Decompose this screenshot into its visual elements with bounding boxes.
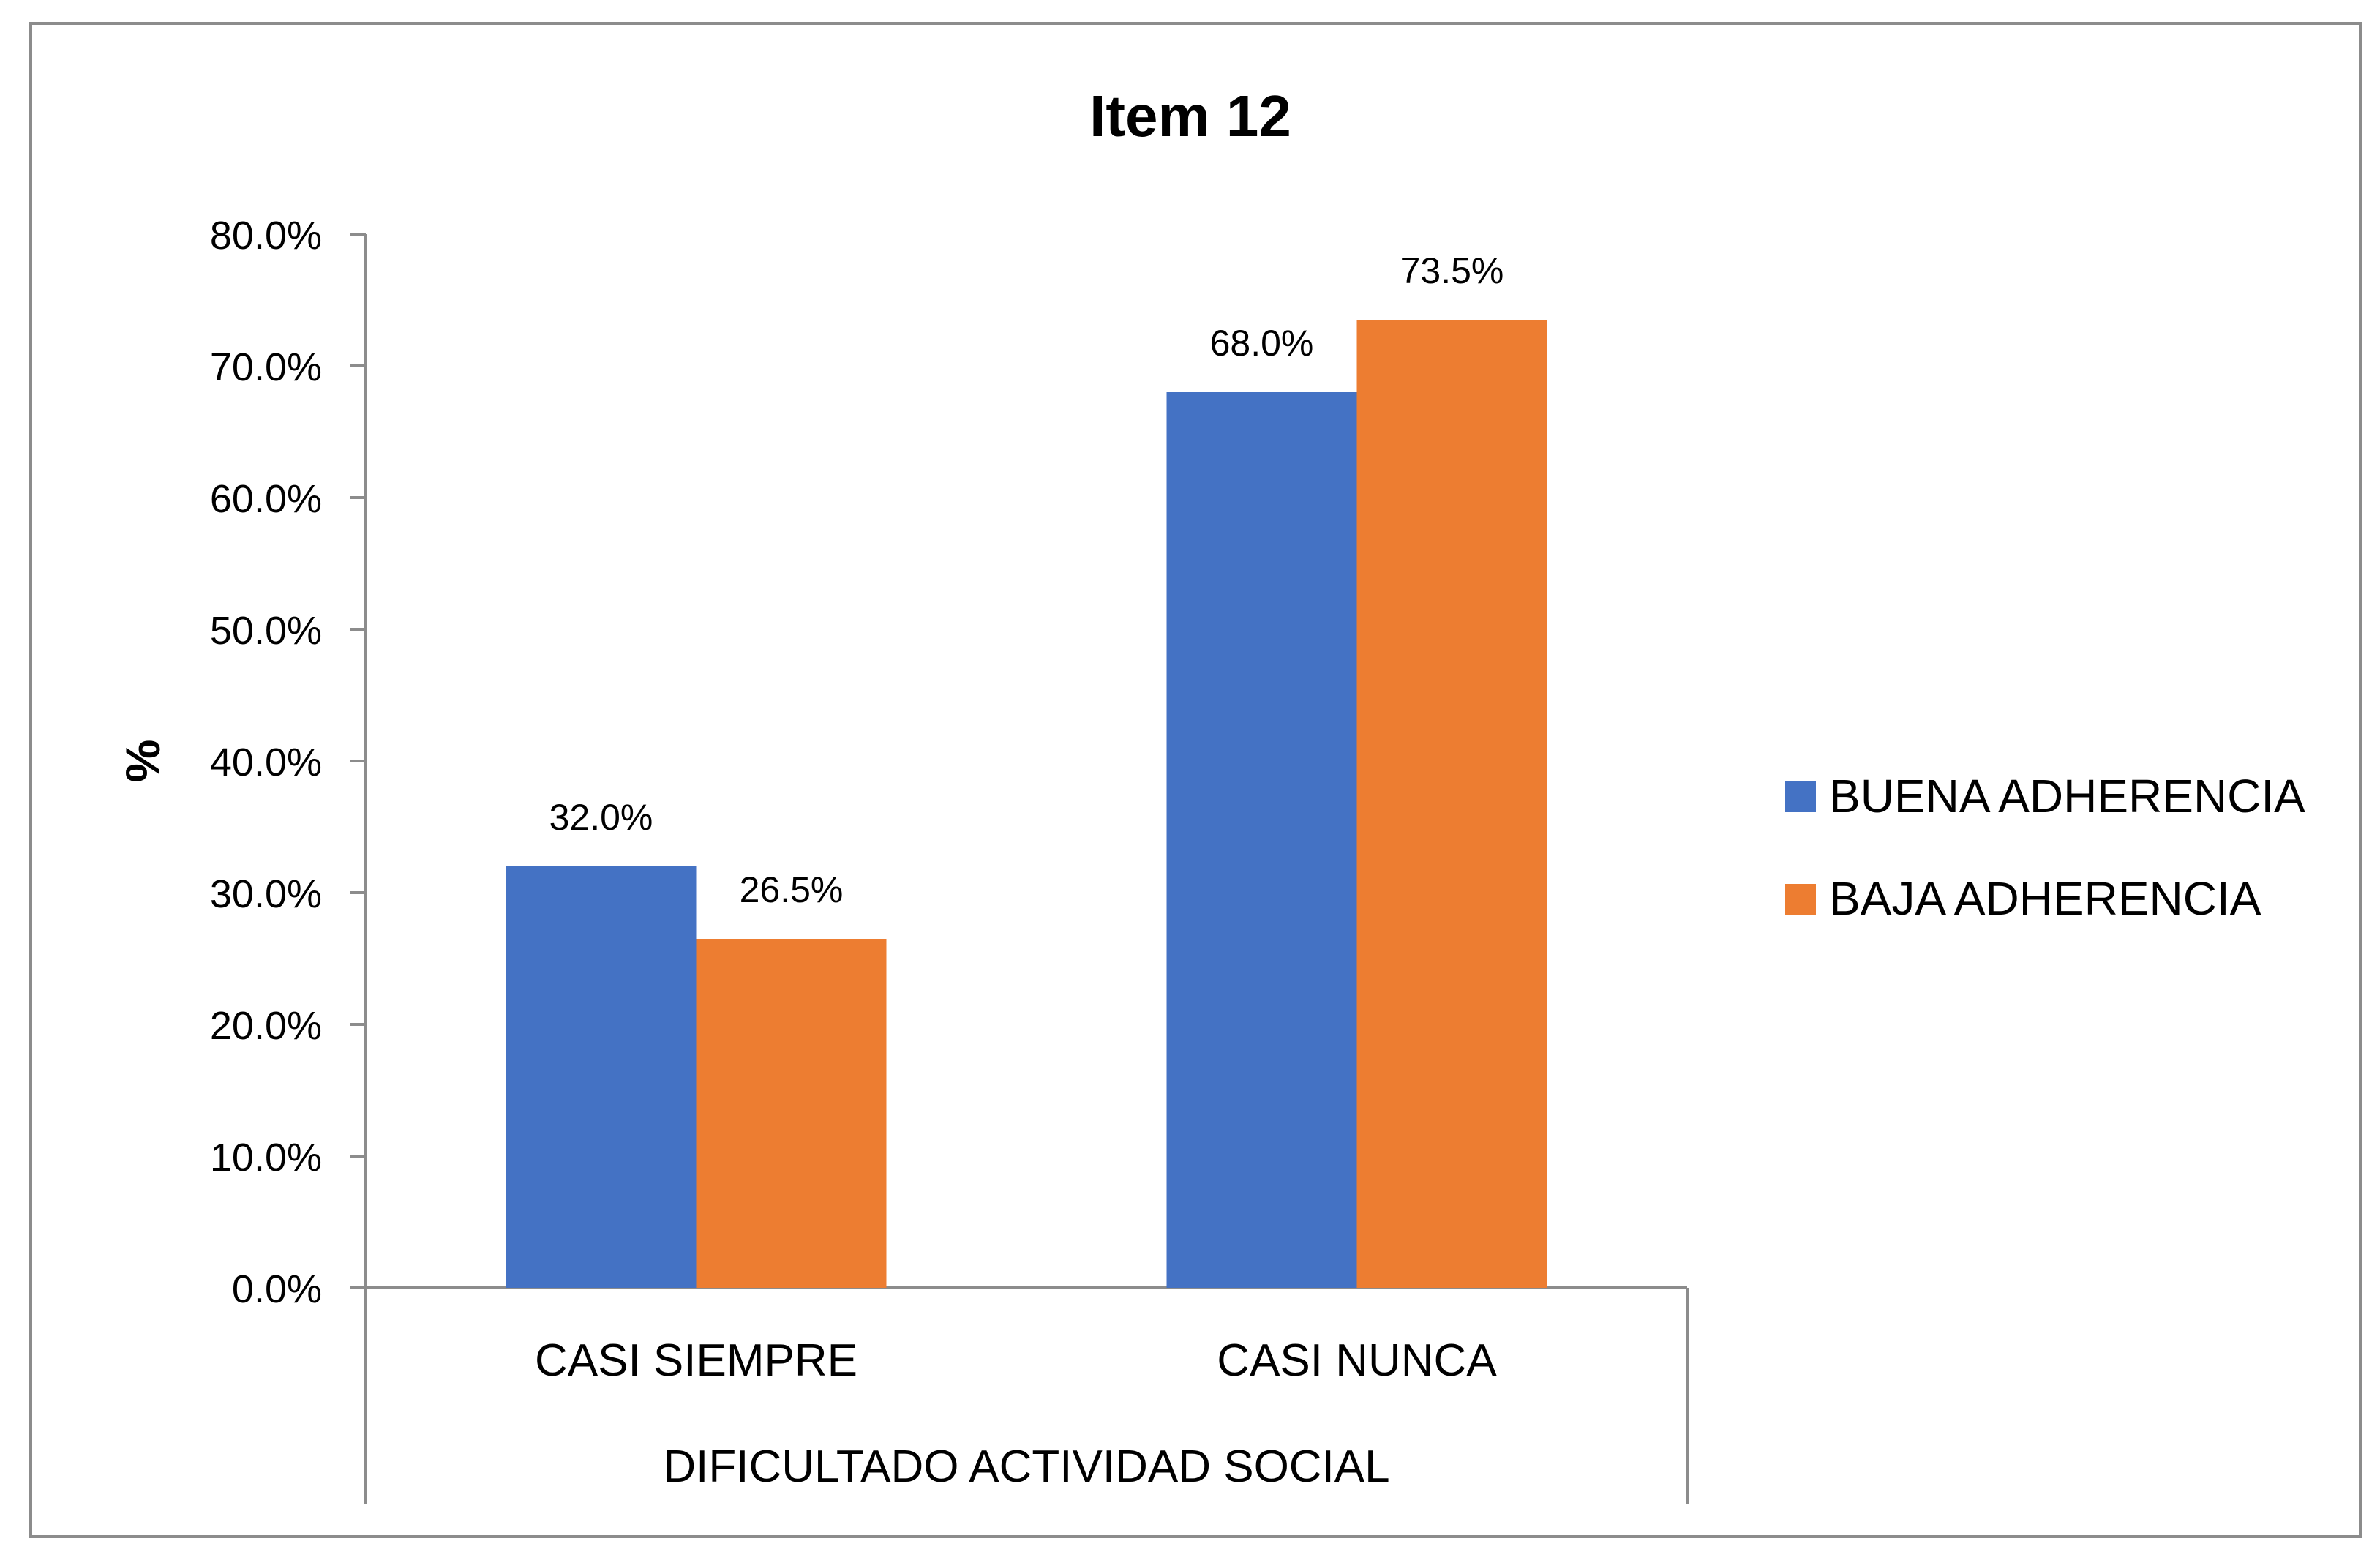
y-tick-label: 20.0% xyxy=(210,1004,322,1048)
legend-label: BUENA ADHERENCIA xyxy=(1829,770,2305,822)
bar xyxy=(696,939,887,1288)
bar xyxy=(1356,320,1547,1288)
data-label: 73.5% xyxy=(1400,250,1504,291)
x-tick-label: CASI SIEMPRE xyxy=(535,1335,857,1386)
y-tick-label: 10.0% xyxy=(210,1136,322,1180)
bar xyxy=(506,866,697,1288)
x-tick-label: CASI NUNCA xyxy=(1217,1335,1497,1386)
y-tick-label: 70.0% xyxy=(210,345,322,389)
chart-title: Item 12 xyxy=(1089,83,1291,149)
legend-label: BAJA ADHERENCIA xyxy=(1829,872,2261,925)
y-tick-label: 30.0% xyxy=(210,872,322,916)
y-tick-label: 50.0% xyxy=(210,609,322,653)
y-tick-label: 80.0% xyxy=(210,214,322,258)
y-tick-label: 40.0% xyxy=(210,740,322,784)
y-tick-label: 0.0% xyxy=(232,1267,322,1311)
data-label: 26.5% xyxy=(740,869,844,910)
bar xyxy=(1166,392,1357,1288)
y-tick-label: 60.0% xyxy=(210,477,322,521)
y-axis-label: % xyxy=(116,740,170,783)
data-label: 68.0% xyxy=(1210,323,1314,364)
x-axis-label: DIFICULTADO ACTIVIDAD SOCIAL xyxy=(663,1441,1389,1492)
data-label: 32.0% xyxy=(549,797,653,838)
legend-swatch xyxy=(1785,781,1816,812)
legend-swatch xyxy=(1785,884,1816,915)
